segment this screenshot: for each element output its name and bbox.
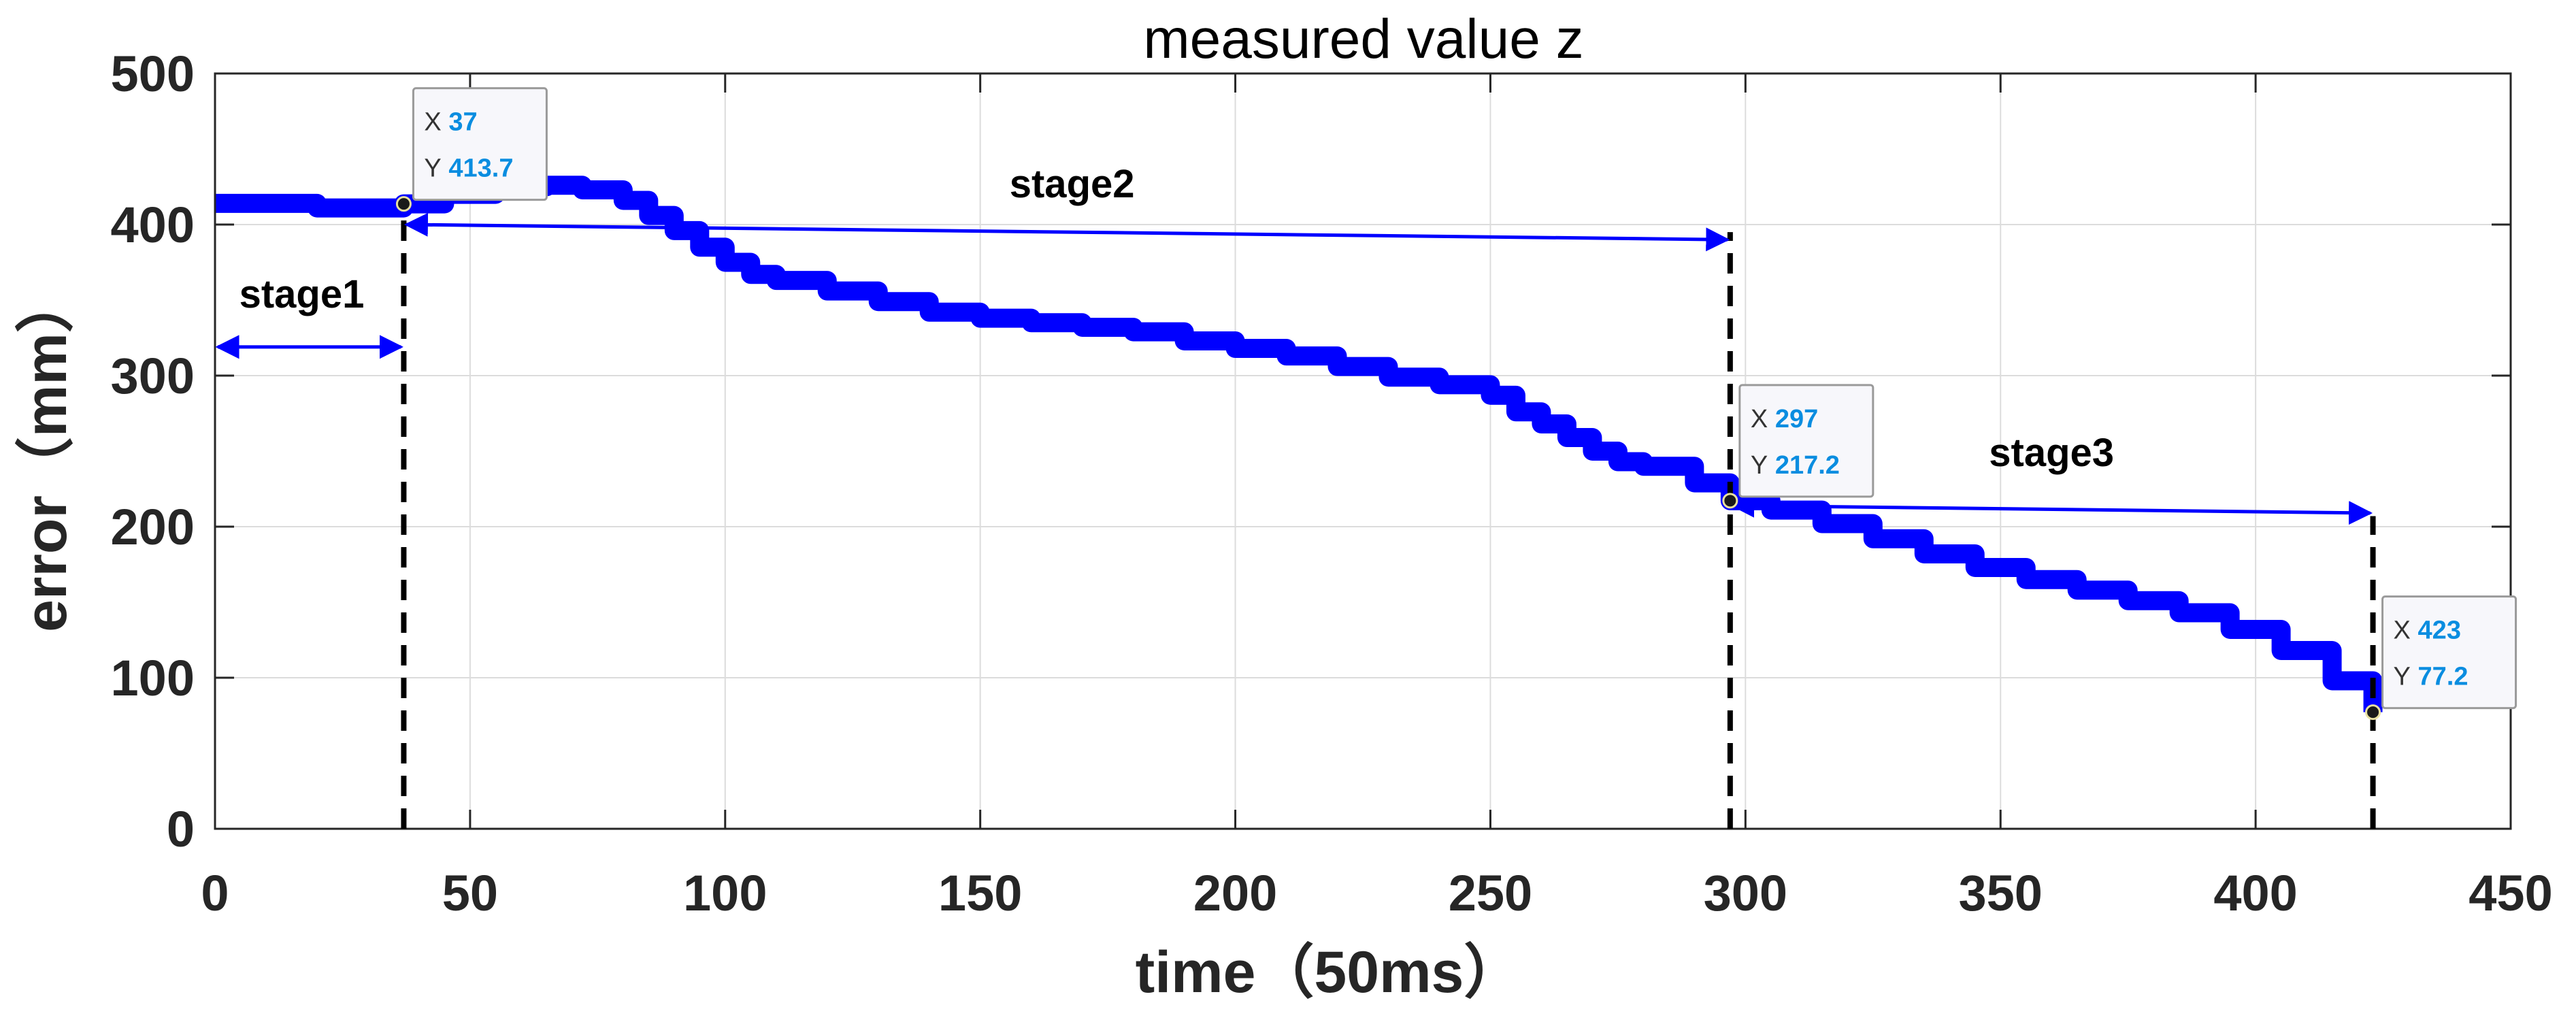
- datatip-x-key: X: [424, 108, 441, 137]
- series-line: [215, 176, 2383, 712]
- datatip-x-value: 423: [2418, 616, 2461, 645]
- datatip-box: [412, 87, 548, 201]
- y-tick-label: 400: [111, 197, 195, 253]
- x-tick-label: 250: [1449, 865, 1532, 921]
- y-tick-label: 200: [111, 499, 195, 555]
- x-tick-label: 150: [938, 865, 1022, 921]
- chart-title: measured value z: [1143, 8, 1583, 70]
- stage-arrow: [1730, 493, 2373, 525]
- x-tick-label: 50: [442, 865, 498, 921]
- datatip-x-key: X: [2394, 616, 2411, 645]
- x-tick-label: 300: [1704, 865, 1787, 921]
- x-tick-label: 100: [683, 865, 767, 921]
- data-layer: [215, 176, 2383, 712]
- datatip-x-value: 297: [1775, 405, 1818, 433]
- y-tick-label: 0: [167, 801, 195, 857]
- datatip-y-key: Y: [424, 154, 441, 183]
- y-axis-label: error（mm）: [14, 274, 79, 632]
- datatip-x-value: 37: [448, 108, 477, 137]
- y-tick-label: 300: [111, 348, 195, 404]
- datatip-y-value: 217.2: [1775, 451, 1840, 480]
- datatip-marker: [395, 196, 412, 212]
- plot-frame: [214, 72, 2512, 830]
- y-tick-label: 100: [111, 650, 195, 706]
- y-tick-label: 500: [111, 46, 195, 102]
- datatip-box: [1738, 384, 1875, 498]
- stage-label: stage2: [1010, 162, 1135, 206]
- datatip-y-key: Y: [2394, 663, 2411, 691]
- x-tick-label: 0: [201, 865, 229, 921]
- datatip-y-key: Y: [1751, 451, 1768, 480]
- datatip-y-value: 413.7: [448, 154, 513, 183]
- stage-label: stage1: [240, 272, 365, 316]
- x-tick-label: 450: [2468, 865, 2552, 921]
- datatip-marker: [1722, 493, 1738, 509]
- datatip-marker: [2365, 704, 2381, 721]
- ticks: 0 50 100 150 200 250 300 350 400 450 0 100 200 300 400…: [111, 46, 2553, 921]
- x-tick-label: 350: [1958, 865, 2042, 921]
- datatip-x-key: X: [1751, 405, 1768, 433]
- datatip-box: [2381, 595, 2517, 710]
- x-axis-label: time（50ms）: [1136, 940, 1523, 1005]
- x-tick-label: 200: [1193, 865, 1277, 921]
- datatip[interactable]: X 37Y 413.7: [395, 87, 548, 212]
- x-tick-label: 400: [2213, 865, 2297, 921]
- stage-arrow: [403, 212, 1730, 252]
- stage-label: stage3: [1989, 431, 2114, 475]
- datatip-y-value: 77.2: [2418, 663, 2468, 691]
